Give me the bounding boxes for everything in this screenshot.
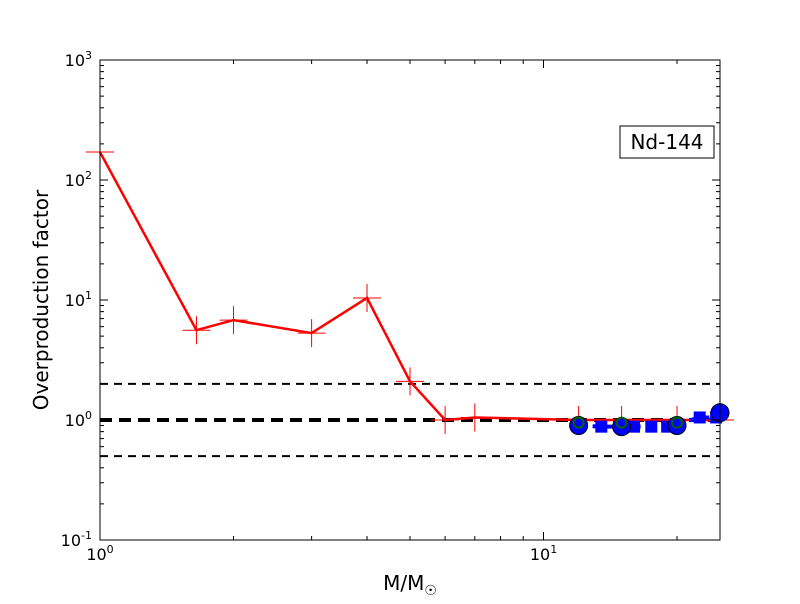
tick-exponent: 1 <box>85 289 92 302</box>
data-point <box>645 420 658 433</box>
tick-base: 10 <box>530 545 550 564</box>
data-point <box>353 283 382 312</box>
y-tick-label: 102 <box>65 169 92 190</box>
tick-base: 10 <box>61 531 81 550</box>
annotation-text: Nd-144 <box>630 130 703 154</box>
x-axis-label: M/M☉ <box>383 571 437 599</box>
data-point <box>615 416 628 429</box>
x-tick-label: 100 <box>86 543 113 564</box>
data-point <box>182 316 211 345</box>
data-point <box>595 420 608 433</box>
series-3 <box>572 416 684 429</box>
data-point <box>667 415 687 435</box>
tick-exponent: 0 <box>107 543 114 556</box>
x-tick-label: 101 <box>530 543 557 564</box>
series-1 <box>572 411 723 433</box>
tick-base: 10 <box>65 51 85 70</box>
plot-marks <box>86 138 734 458</box>
data-point <box>628 420 641 433</box>
y-axis-label: Overproduction factor <box>29 189 53 410</box>
tick-base: 10 <box>86 545 106 564</box>
data-point <box>396 367 424 396</box>
data-point <box>671 416 684 429</box>
series-0 <box>86 138 734 434</box>
data-point <box>612 417 632 437</box>
tick-base: 10 <box>65 291 85 310</box>
y-tick-label: 100 <box>65 409 92 430</box>
data-point <box>569 415 589 435</box>
tick-base: 10 <box>65 171 85 190</box>
y-tick-label: 103 <box>65 49 92 70</box>
data-point <box>572 416 585 429</box>
y-tick-label: 10-1 <box>61 529 92 550</box>
tick-exponent: 2 <box>85 169 92 182</box>
data-point <box>219 306 248 335</box>
data-point <box>460 403 489 432</box>
annotation-box: Nd-144 <box>619 125 715 159</box>
data-point <box>693 411 706 424</box>
tick-exponent: -1 <box>81 529 92 542</box>
y-tick-label: 101 <box>65 289 92 310</box>
tick-exponent: 0 <box>85 409 92 422</box>
tick-base: 10 <box>65 411 85 430</box>
tick-exponent: 1 <box>550 543 557 556</box>
tick-exponent: 3 <box>85 49 92 62</box>
data-point <box>297 319 326 348</box>
data-point <box>431 406 460 434</box>
